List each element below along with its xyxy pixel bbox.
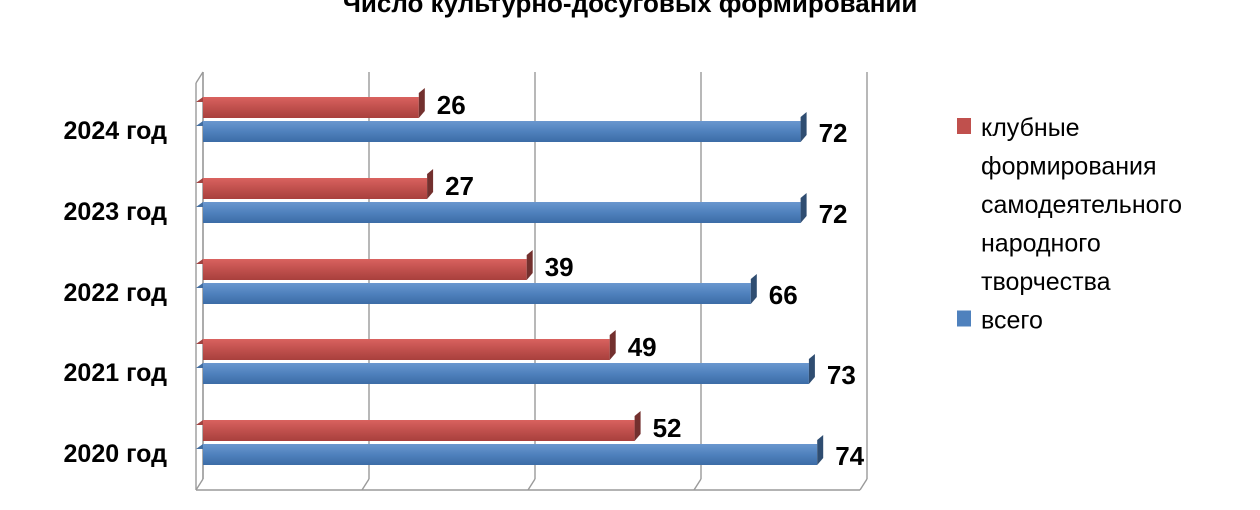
bar-end-face	[609, 330, 616, 360]
category-label: 2021 год	[64, 359, 168, 387]
value-label: 39	[545, 252, 574, 282]
bar-end-face	[526, 250, 533, 280]
value-label: 49	[628, 332, 657, 362]
value-label: 52	[653, 413, 682, 443]
value-label: 73	[827, 360, 856, 390]
floor-tick	[361, 478, 370, 491]
legend-swatch	[957, 118, 971, 134]
bar	[203, 444, 818, 465]
bar	[203, 178, 428, 199]
category-label: 2023 год	[64, 198, 168, 226]
legend-label: формирования	[981, 153, 1157, 181]
left-wall-top	[195, 71, 204, 84]
bar-end-face	[427, 169, 434, 199]
legend-label: народного	[981, 230, 1101, 258]
bar	[203, 420, 635, 441]
value-label: 72	[819, 199, 848, 229]
floor-tick	[527, 478, 536, 491]
bar-end-face	[800, 112, 807, 142]
bars	[196, 88, 824, 465]
value-label: 72	[819, 118, 848, 148]
value-label: 66	[769, 280, 798, 310]
bar	[203, 121, 801, 142]
value-label: 26	[437, 90, 466, 120]
bar-end-face	[634, 411, 641, 441]
value-label: 74	[835, 441, 864, 471]
legend-label: всего	[981, 307, 1043, 335]
chart-title: Число культурно-досуговых формирований	[343, 0, 918, 18]
bar	[203, 97, 419, 118]
bar-end-face	[750, 274, 757, 304]
bar-end-face	[800, 193, 807, 223]
bar	[203, 259, 527, 280]
floor-tick	[693, 478, 702, 491]
labels: 2024 год 26 72 2023 год 27 72 2022 год 39 66 2021…	[64, 90, 865, 471]
bar-end-face	[418, 88, 425, 118]
legend: клубные формирования самодеятельного народн…	[957, 114, 1182, 335]
floor-tick	[859, 478, 868, 491]
floor-tick	[195, 478, 204, 491]
bar	[203, 202, 801, 223]
category-label: 2022 год	[64, 279, 168, 307]
bar	[203, 363, 809, 384]
value-label: 27	[445, 171, 474, 201]
bar	[203, 339, 610, 360]
legend-label: творчества	[981, 268, 1111, 296]
bar-end-face	[808, 354, 815, 384]
bar-end-face	[817, 435, 824, 465]
legend-swatch	[957, 310, 971, 327]
legend-label: клубные	[981, 114, 1080, 142]
category-label: 2024 год	[64, 117, 168, 145]
bar	[203, 283, 751, 304]
legend-label: самодеятельного	[981, 191, 1182, 219]
category-label: 2020 год	[64, 440, 168, 468]
